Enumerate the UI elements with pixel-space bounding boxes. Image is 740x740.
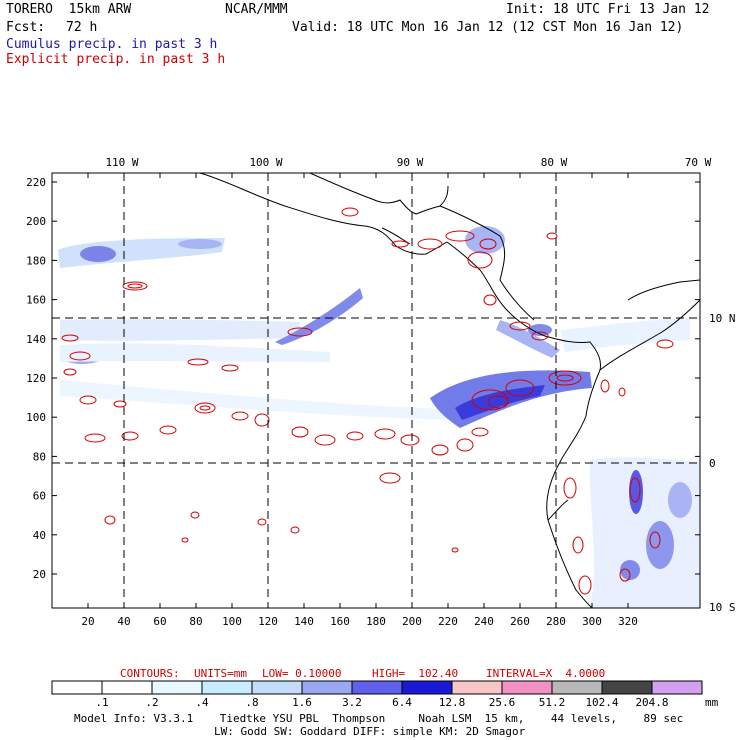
x-tick-label: 120	[258, 615, 278, 628]
init-time: Init: 18 UTC Fri 13 Jan 12	[506, 2, 710, 17]
x-tick-label: 320	[618, 615, 638, 628]
colorbar-tick-label: 51.2	[539, 696, 566, 709]
x-tick-label: 20	[81, 615, 94, 628]
colorbar-swatch	[101, 680, 153, 695]
colorbar-tick-label: .8	[245, 696, 258, 709]
y-tick-label: 140	[26, 333, 46, 346]
colorbar-swatch	[501, 680, 553, 695]
lat-lon-grid	[52, 173, 700, 608]
y-tick-label: 60	[33, 490, 46, 503]
x-axis-labels: 20 40 60 80 100 120 140 160 180 200 220 240 260 280 30…	[81, 615, 638, 628]
x-tick-label: 40	[117, 615, 130, 628]
y-tick-label: 180	[26, 254, 46, 267]
cumulus-field-label: Cumulus precip. in past 3 h	[6, 37, 218, 52]
explicit-precip-contours	[61, 207, 674, 595]
colorbar-tick-label: 102.4	[585, 696, 618, 709]
contours-units: UNITS=mm	[194, 667, 247, 680]
longitude-label: 90 W	[397, 156, 424, 169]
contours-label: CONTOURS:	[120, 667, 180, 680]
latitude-labels: 10 N 0 10 S	[709, 312, 736, 614]
colorbar-tick-label: 6.4	[392, 696, 412, 709]
x-tick-label: 180	[366, 615, 386, 628]
colorbar-tick-label: 1.6	[292, 696, 312, 709]
y-axis-labels: 220 200 180 160 140 120 100 80 60 40 20	[26, 176, 46, 581]
organization-label: NCAR/MMM	[225, 2, 288, 17]
y-tick-label: 200	[26, 215, 46, 228]
y-tick-label: 220	[26, 176, 46, 189]
model-info-line1: Model Info: V3.3.1 Tiedtke YSU PBL Thomp…	[74, 712, 684, 725]
colorbar-swatch	[351, 680, 403, 695]
colorbar-swatch	[51, 680, 103, 695]
map-content	[52, 173, 700, 608]
axis-ticks	[52, 173, 700, 608]
model-info-line2: LW: Godd SW: Goddard DIFF: simple KM: 2D…	[214, 725, 526, 738]
colorbar-tick-label: 3.2	[342, 696, 362, 709]
x-tick-label: 260	[510, 615, 530, 628]
x-tick-label: 140	[294, 615, 314, 628]
x-tick-label: 80	[189, 615, 202, 628]
y-tick-label: 20	[33, 568, 46, 581]
y-tick-label: 120	[26, 372, 46, 385]
y-tick-label: 80	[33, 450, 46, 463]
colorbar-unit: mm	[705, 696, 719, 709]
colorbar-swatch	[451, 680, 503, 695]
x-tick-label: 300	[582, 615, 602, 628]
forecast-hours: 72 h	[66, 20, 98, 35]
valid-time: Valid: 18 UTC Mon 16 Jan 12 (12 CST Mon …	[292, 20, 684, 35]
latitude-label: 10 N	[709, 312, 736, 325]
latitude-label: 10 S	[709, 601, 736, 614]
contours-low: LOW= 0.10000	[262, 667, 342, 680]
x-tick-label: 100	[222, 615, 242, 628]
x-tick-label: 280	[546, 615, 566, 628]
longitude-label: 80 W	[541, 156, 568, 169]
contours-interval: INTERVAL=X 4.0000	[486, 667, 606, 680]
colorbar-tick-label: .1	[95, 696, 108, 709]
y-tick-label: 40	[33, 529, 46, 542]
colorbar-labels: .1 .2 .4 .8 1.6 3.2 6.4 12.8 25.6 51.2 102.4 204.8	[95, 696, 668, 709]
colorbar-tick-label: 12.8	[439, 696, 466, 709]
colorbar-swatch	[151, 680, 203, 695]
colorbar-tick-label: .2	[145, 696, 158, 709]
latitude-label: 0	[709, 457, 716, 470]
model-title: TORERO 15km ARW	[6, 2, 132, 17]
colorbar-tick-label: 204.8	[635, 696, 668, 709]
colorbar-swatch	[651, 680, 703, 695]
longitude-label: 70 W	[685, 156, 712, 169]
colorbar-swatch	[401, 680, 453, 695]
y-tick-label: 100	[26, 411, 46, 424]
colorbar	[51, 680, 703, 695]
forecast-label: Fcst:	[6, 20, 46, 35]
colorbar-swatch	[251, 680, 303, 695]
colorbar-swatch	[201, 680, 253, 695]
longitude-label: 100 W	[249, 156, 282, 169]
contours-high: HIGH= 102.40	[372, 667, 459, 680]
x-tick-label: 60	[153, 615, 166, 628]
longitude-label: 110 W	[105, 156, 138, 169]
x-tick-label: 160	[330, 615, 350, 628]
colorbar-tick-label: .4	[195, 696, 209, 709]
y-tick-label: 160	[26, 294, 46, 307]
x-tick-label: 220	[438, 615, 458, 628]
colorbar-swatch	[301, 680, 353, 695]
cumulus-precip-shading	[58, 226, 700, 608]
colorbar-swatch	[551, 680, 603, 695]
x-tick-label: 200	[402, 615, 422, 628]
colorbar-swatch	[601, 680, 653, 695]
colorbar-tick-label: 25.6	[489, 696, 516, 709]
x-tick-label: 240	[474, 615, 494, 628]
longitude-labels: 110 W 100 W 90 W 80 W 70 W	[105, 156, 711, 169]
explicit-field-label: Explicit precip. in past 3 h	[6, 52, 226, 67]
